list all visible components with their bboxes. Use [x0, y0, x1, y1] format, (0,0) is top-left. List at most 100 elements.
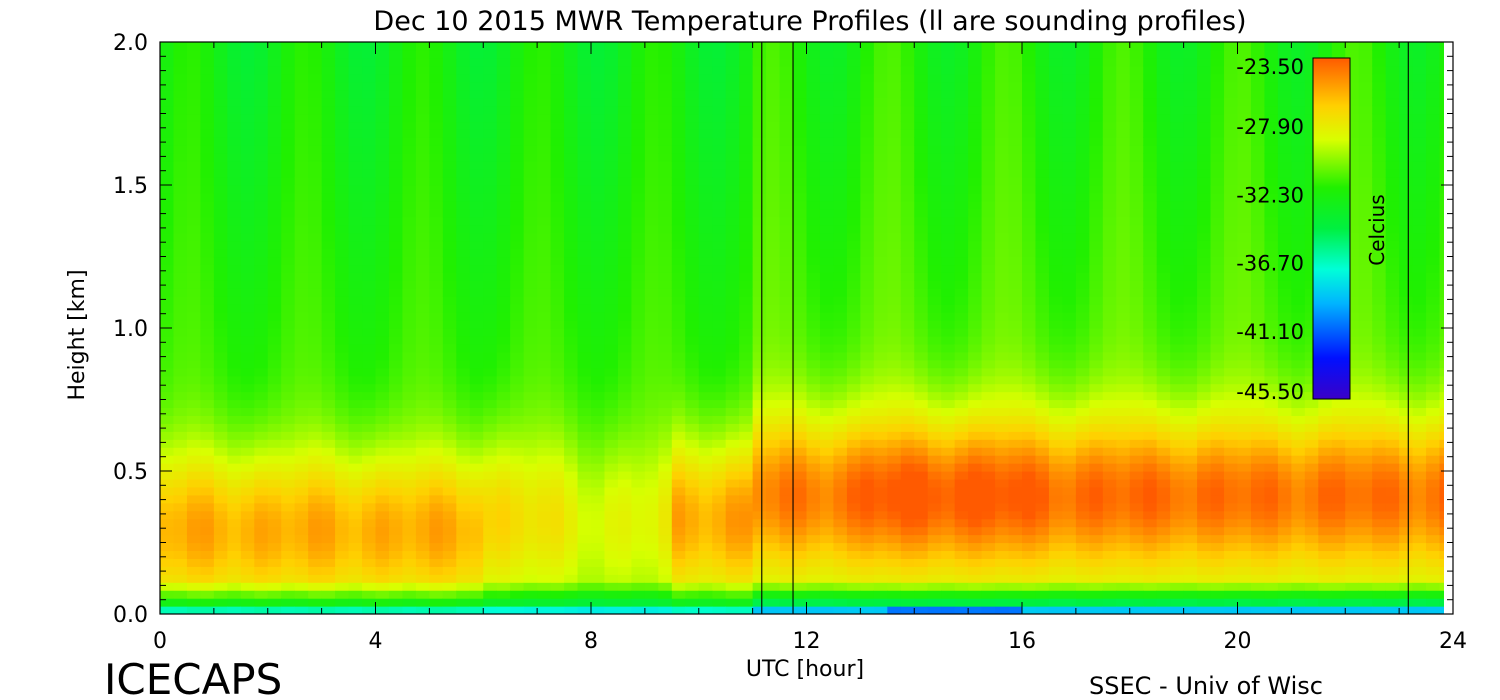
heatmap-cell [698, 320, 713, 329]
heatmap-cell [1062, 463, 1077, 472]
heatmap-cell [1008, 598, 1023, 607]
heatmap-cell [496, 97, 511, 107]
heatmap-cell [496, 224, 511, 234]
heatmap-cell [537, 256, 552, 266]
heatmap-cell [550, 502, 565, 512]
heatmap-cell [227, 407, 242, 416]
heatmap-cell [415, 590, 430, 599]
heatmap-cell [173, 81, 188, 91]
heatmap-cell [442, 574, 457, 583]
heatmap-cell [227, 335, 242, 345]
heatmap-cell [846, 359, 861, 369]
heatmap-cell [806, 65, 821, 75]
heatmap-cell [227, 375, 242, 385]
heatmap-cell [321, 89, 336, 99]
heatmap-cell [483, 240, 498, 250]
heatmap-cell [321, 423, 336, 432]
heatmap-cell [173, 335, 188, 345]
heatmap-cell [631, 288, 646, 297]
heatmap-cell [779, 145, 794, 154]
heatmap-cell [712, 264, 727, 273]
heatmap-cell [968, 598, 983, 607]
heatmap-cell [564, 447, 579, 456]
heatmap-cell [577, 42, 592, 51]
heatmap-cell [927, 574, 942, 583]
heatmap-cell [308, 343, 323, 353]
heatmap-cell [564, 391, 579, 401]
heatmap-cell [227, 582, 242, 591]
heatmap-cell [240, 486, 255, 496]
heatmap-cell [766, 550, 781, 559]
heatmap-cell [752, 343, 767, 353]
heatmap-cell [793, 399, 808, 409]
heatmap-cell [1075, 566, 1090, 575]
heatmap-cell [415, 153, 430, 162]
heatmap-cell [685, 383, 700, 393]
heatmap-cell [335, 534, 350, 544]
heatmap-cell [308, 351, 323, 361]
heatmap-cell [766, 208, 781, 218]
heatmap-cell [442, 89, 457, 99]
heatmap-cell [496, 177, 511, 186]
heatmap-cell [766, 57, 781, 67]
heatmap-cell [469, 42, 484, 51]
heatmap-cell [981, 73, 996, 83]
heatmap-cell [1035, 296, 1050, 305]
heatmap-cell [1022, 455, 1037, 464]
heatmap-cell [1048, 137, 1064, 146]
heatmap-cell [685, 431, 700, 440]
heatmap-cell [537, 320, 552, 329]
heatmap-cell [644, 113, 659, 123]
heatmap-cell [523, 463, 538, 472]
heatmap-cell [415, 81, 430, 91]
heatmap-cell [429, 240, 444, 250]
heatmap-cell [806, 153, 821, 162]
heatmap-cell [267, 383, 282, 393]
heatmap-cell [873, 566, 888, 575]
heatmap-cell [483, 494, 498, 504]
heatmap-cell [254, 550, 269, 559]
heatmap-cell [766, 169, 781, 178]
heatmap-cell [698, 232, 713, 242]
heatmap-cell [267, 431, 282, 440]
heatmap-cell [213, 240, 228, 250]
heatmap-cell [644, 216, 659, 226]
heatmap-cell [186, 296, 202, 305]
heatmap-cell [213, 494, 228, 504]
heatmap-cell [186, 494, 202, 504]
heatmap-cell [591, 399, 606, 409]
heatmap-cell [1035, 192, 1050, 202]
heatmap-cell [1062, 471, 1077, 480]
heatmap-cell [631, 463, 646, 472]
heatmap-cell [900, 463, 915, 472]
heatmap-cell [671, 471, 686, 480]
heatmap-cell [348, 486, 363, 496]
heatmap-cell [510, 312, 525, 321]
heatmap-cell [941, 169, 956, 178]
heatmap-cell [941, 471, 956, 480]
heatmap-cell [173, 463, 188, 472]
heatmap-cell [644, 296, 659, 305]
heatmap-cell [954, 439, 969, 448]
heatmap-cell [227, 391, 242, 401]
heatmap-cell [914, 121, 929, 130]
heatmap-cell [160, 502, 175, 512]
heatmap-cell [644, 574, 659, 583]
heatmap-cell [739, 375, 754, 385]
heatmap-cell [415, 399, 430, 409]
heatmap-cell [954, 280, 969, 289]
heatmap-cell [213, 65, 228, 75]
heatmap-cell [213, 232, 228, 242]
heatmap-cell [725, 423, 740, 432]
heatmap-cell [995, 81, 1010, 91]
heatmap-cell [550, 486, 565, 496]
heatmap-cell [644, 89, 659, 99]
heatmap-cell [631, 81, 646, 91]
heatmap-cell [321, 161, 336, 170]
heatmap-cell [968, 534, 983, 544]
heatmap-cell [281, 105, 296, 115]
heatmap-cell [510, 415, 525, 424]
heatmap-cell [160, 359, 175, 369]
heatmap-cell [860, 81, 875, 91]
heatmap-cell [254, 216, 269, 226]
